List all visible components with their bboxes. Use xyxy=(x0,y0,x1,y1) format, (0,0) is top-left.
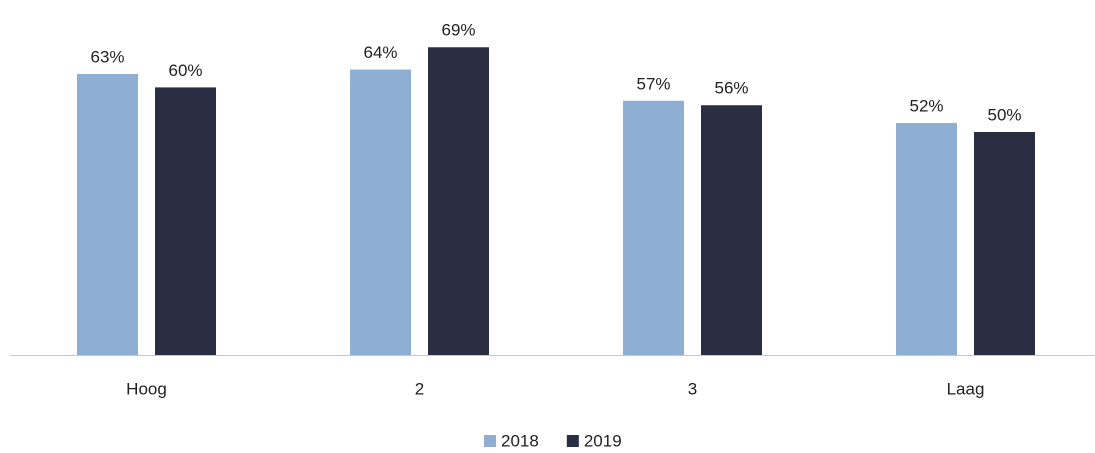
bar xyxy=(350,69,411,355)
value-label: 69% xyxy=(441,21,475,40)
x-tick-label: Laag xyxy=(947,379,985,398)
x-tick-label: 2 xyxy=(415,379,424,398)
x-tick-label: Hoog xyxy=(126,379,167,398)
x-tick-label: 3 xyxy=(688,379,697,398)
legend-label: 2019 xyxy=(584,431,622,450)
value-label: 50% xyxy=(987,105,1021,124)
value-label: 57% xyxy=(636,74,670,93)
legend-swatch xyxy=(566,435,579,447)
value-label: 63% xyxy=(90,48,124,67)
bar xyxy=(896,123,957,355)
bar xyxy=(428,47,489,355)
legend-label: 2018 xyxy=(501,431,539,450)
value-label: 60% xyxy=(168,61,202,80)
bar xyxy=(623,100,684,355)
legend-swatch xyxy=(484,435,496,447)
value-label: 52% xyxy=(909,97,943,116)
bar xyxy=(974,132,1035,355)
bar xyxy=(77,74,138,356)
value-label: 64% xyxy=(363,43,397,62)
value-label: 56% xyxy=(714,79,748,98)
bar xyxy=(701,105,762,356)
bar xyxy=(155,87,216,356)
